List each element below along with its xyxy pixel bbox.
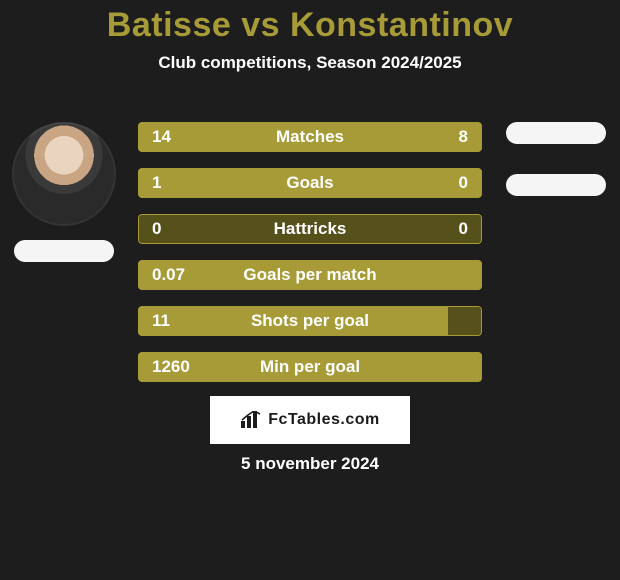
stat-label: Min per goal: [138, 357, 482, 377]
stat-text: 0.07Goals per match: [138, 260, 482, 290]
player-left: [4, 122, 124, 262]
stat-label: Matches: [138, 127, 482, 147]
stat-row: 14Matches8: [138, 122, 482, 152]
page-subtitle: Club competitions, Season 2024/2025: [0, 53, 620, 73]
namebar-right-2: [506, 174, 606, 196]
footer-date: 5 november 2024: [0, 454, 620, 474]
stat-label: Goals: [138, 173, 482, 193]
stat-row: 0Hattricks0: [138, 214, 482, 244]
stat-row: 1Goals0: [138, 168, 482, 198]
stat-text: 11Shots per goal: [138, 306, 482, 336]
branding-logo: FcTables.com: [210, 396, 410, 444]
namebar-left: [14, 240, 114, 262]
stat-label: Shots per goal: [138, 311, 482, 331]
stat-text: 1Goals0: [138, 168, 482, 198]
stat-label: Hattricks: [138, 219, 482, 239]
bars-icon: [240, 411, 262, 429]
avatar-left: [12, 122, 116, 226]
stat-row: 1260Min per goal: [138, 352, 482, 382]
stat-row: 0.07Goals per match: [138, 260, 482, 290]
branding-text: FcTables.com: [268, 411, 380, 429]
namebar-right-1: [506, 122, 606, 144]
comparison-card: Batisse vs Konstantinov Club competition…: [0, 0, 620, 580]
stat-bars: 14Matches8 1Goals0 0Hattricks0 0.07Goals pe…: [138, 122, 482, 398]
player-right: [496, 122, 616, 196]
stat-text: 1260Min per goal: [138, 352, 482, 382]
stat-row: 11Shots per goal: [138, 306, 482, 336]
stat-text: 14Matches8: [138, 122, 482, 152]
page-title: Batisse vs Konstantinov: [0, 0, 620, 45]
stat-text: 0Hattricks0: [138, 214, 482, 244]
stat-label: Goals per match: [138, 265, 482, 285]
